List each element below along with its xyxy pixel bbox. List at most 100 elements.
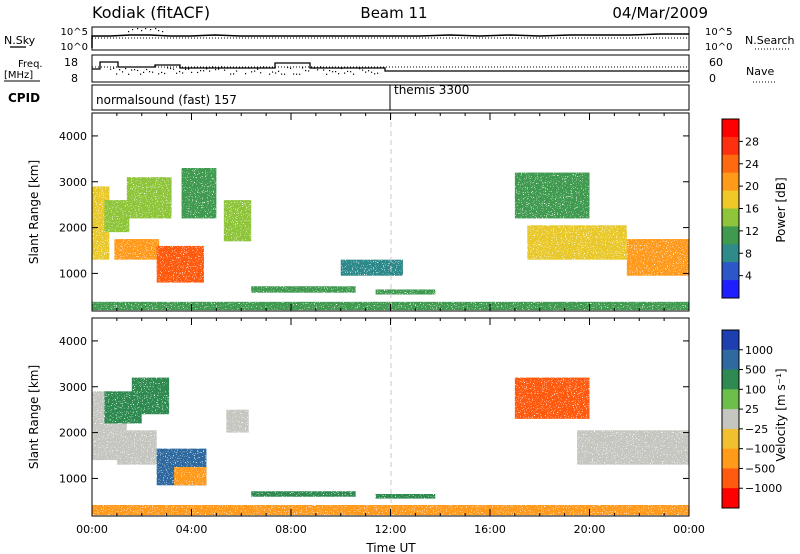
freq-tick-top: 18 — [64, 56, 78, 69]
nave-dot — [236, 70, 238, 72]
velocity-cell — [116, 430, 157, 465]
nave-dot — [218, 68, 220, 70]
colorbar-tick-label: 12 — [745, 225, 759, 238]
cpid-mode-1: themis 3300 — [394, 83, 469, 97]
nave-dot — [131, 69, 133, 71]
cpid-mode-0: normalsound (fast) 157 — [96, 93, 237, 107]
colorbar-tick-label: −500 — [745, 462, 775, 475]
nave-dot — [335, 71, 337, 73]
colorbar-swatch — [722, 262, 739, 281]
colorbar-tick-label: −25 — [745, 423, 768, 436]
nave-dot — [290, 67, 292, 70]
nave-dot — [182, 72, 184, 74]
nave-label: Nave — [746, 65, 774, 78]
nave-dot — [374, 73, 376, 75]
power-cell — [156, 245, 204, 283]
y-tick-label: 2000 — [59, 222, 87, 235]
power-colorbar-label: Power [dB] — [774, 177, 788, 242]
nave-tick-top: 60 — [709, 56, 723, 69]
nsky-tick-top: 10^5 — [61, 27, 88, 38]
nave-dot — [344, 72, 346, 74]
nave-dot — [116, 73, 118, 75]
nave-dot — [299, 73, 301, 75]
y-tick-label: 4000 — [59, 130, 87, 143]
x-tick-label: 16:00 — [474, 523, 506, 536]
power-colorbar: 28 24 20 16 12 8 4 Power [dB] — [721, 118, 788, 299]
nave-dot — [158, 73, 160, 75]
nave-dot — [170, 67, 172, 70]
nave-dot — [383, 66, 385, 69]
nsky-trace — [91, 33, 689, 48]
nave-dot — [113, 67, 115, 69]
nave-dot — [215, 69, 217, 71]
nave-dot — [122, 71, 124, 73]
nave-dot — [350, 71, 352, 73]
nave-dot — [200, 70, 202, 72]
time-xlabel: Time UT — [365, 541, 416, 554]
colorbar-tick-label: 4 — [745, 270, 752, 283]
nave-dots — [110, 66, 385, 75]
colorbar-swatch — [722, 136, 739, 156]
nave-dot — [269, 73, 271, 75]
nave-dot — [371, 71, 373, 73]
nave-dot — [353, 73, 355, 75]
nave-dot — [284, 73, 286, 75]
colorbar-tick-label: 1000 — [745, 344, 773, 357]
nave-dot — [308, 70, 310, 72]
colorbar-swatch — [722, 280, 739, 299]
nsearch-tick-top: 10^5 — [705, 27, 732, 38]
power-cell — [223, 200, 252, 242]
colorbar-swatch — [722, 468, 739, 489]
nave-dot — [326, 73, 328, 75]
nave-dot — [164, 72, 166, 75]
colorbar-swatch — [722, 389, 739, 410]
nsky-label: N.Sky — [4, 34, 36, 47]
nave-dot — [260, 72, 262, 74]
velocity-axes: 1000 2000 3000 4000 00:00 04:00 08:00 12:00 16:0… — [59, 318, 705, 536]
colorbar-swatch — [722, 448, 739, 469]
velocity-cell — [131, 377, 170, 415]
nave-dot — [224, 69, 226, 71]
nave-dot — [194, 66, 196, 69]
nave-dot — [209, 70, 211, 72]
freq-label: Freq. — [18, 59, 43, 70]
nave-dot — [206, 68, 208, 70]
power-axes: 1000 2000 3000 4000 — [59, 113, 690, 311]
nave-dot — [380, 67, 382, 69]
y-tick-label: 4000 — [59, 335, 87, 348]
nave-dot — [365, 71, 367, 73]
power-cell — [375, 289, 436, 295]
velocity-colorbar-frame — [721, 329, 740, 509]
x-tick-label: 00:00 — [673, 523, 705, 536]
colorbar-swatch — [722, 244, 739, 263]
nave-dot — [338, 73, 340, 75]
colorbar-tick-label: 16 — [745, 203, 759, 216]
nave-dot — [152, 71, 154, 73]
velocity-cell — [514, 377, 590, 419]
nave-dot — [167, 67, 169, 69]
nave-dot — [332, 71, 334, 73]
nave-dot — [203, 70, 205, 72]
nave-dot — [161, 71, 163, 74]
nave-dot — [221, 66, 223, 68]
nave-dot — [185, 68, 187, 70]
colorbar-tick-label: 24 — [745, 158, 759, 171]
colorbar-swatch — [722, 172, 739, 192]
colorbar-tick-label: −1000 — [745, 482, 782, 495]
nave-tick-bottom: 0 — [709, 72, 716, 85]
x-tick-label: 00:00 — [76, 523, 108, 536]
nave-dot — [320, 66, 322, 68]
velocity-colorbar-label: Velocity [m s⁻¹] — [774, 368, 788, 461]
nave-dot — [368, 70, 370, 72]
velocity-colorbar-ticks: 1000 500 100 25 −25 −100 −500 −1000 — [739, 344, 782, 495]
velocity-colorbar-swatches — [722, 330, 739, 509]
x-tick-label: 04:00 — [176, 523, 208, 536]
colorbar-swatch — [722, 190, 739, 209]
y-tick-label: 3000 — [59, 381, 87, 394]
colorbar-swatch — [722, 349, 739, 371]
nave-dot — [140, 73, 142, 75]
nave-dot — [227, 67, 229, 69]
nave-dot — [275, 72, 277, 74]
colorbar-swatch — [722, 226, 739, 245]
